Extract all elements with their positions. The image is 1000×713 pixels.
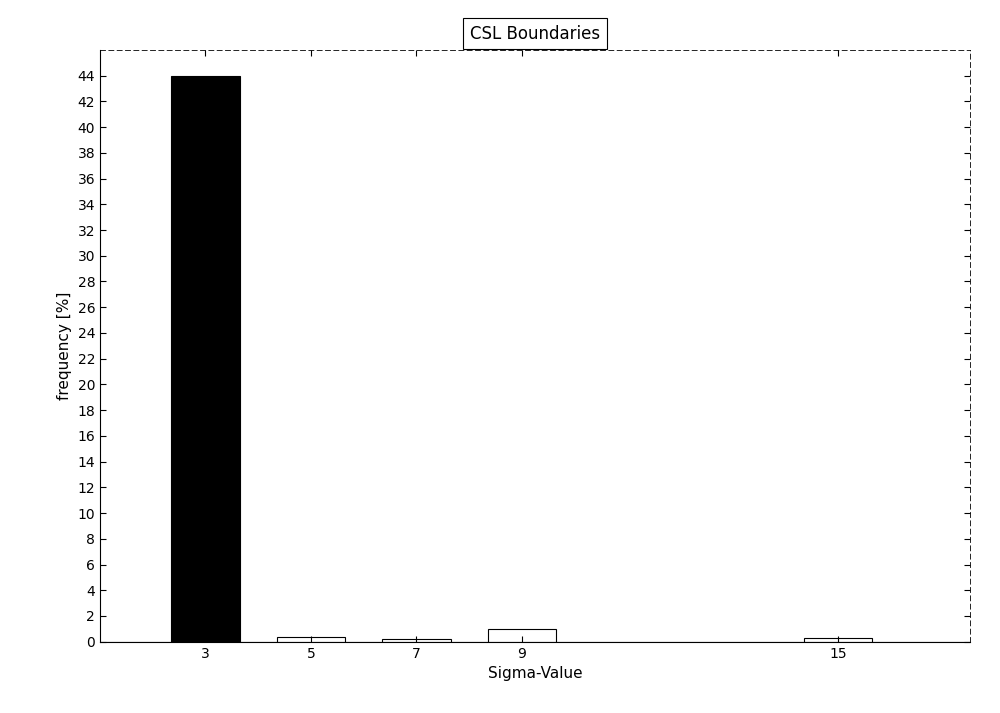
X-axis label: Sigma-Value: Sigma-Value <box>488 666 582 681</box>
Bar <box>171 76 240 642</box>
Bar <box>488 629 556 642</box>
Title: CSL Boundaries: CSL Boundaries <box>470 25 600 43</box>
Bar <box>804 638 872 642</box>
Bar <box>382 639 451 642</box>
Y-axis label: frequency [%]: frequency [%] <box>57 292 72 400</box>
Bar <box>277 637 345 642</box>
